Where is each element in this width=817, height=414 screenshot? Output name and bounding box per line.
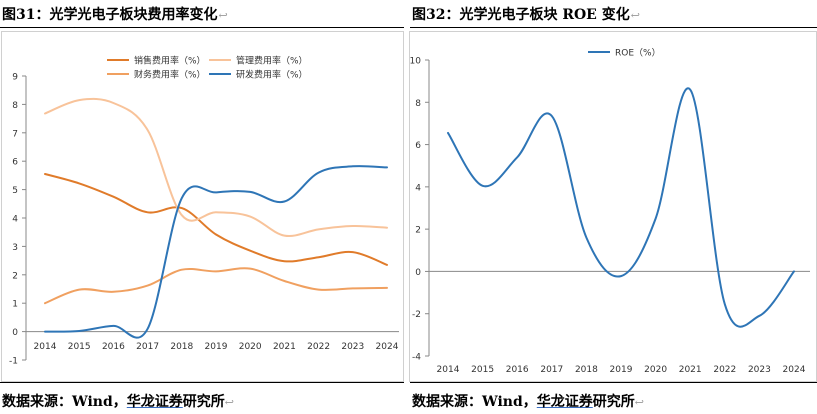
right-y-tick-label: 6 <box>415 141 421 151</box>
left-legend-label-1: 销售费用率（%） <box>134 55 206 67</box>
right-x-tick-label: 2023 <box>748 365 771 375</box>
left-legend-label-2: 管理费用率（%） <box>236 55 308 67</box>
source-note-left: 数据来源：Wind，华龙证券研究所↩ <box>2 394 234 410</box>
chart-panel-right: -4 -2 0 2 4 6 8 10 2014 2015 2016 2017 2018 2019 2020 2… <box>409 31 817 382</box>
right-x-tick-label: 2022 <box>713 365 736 375</box>
left-y-tick-label: 6 <box>12 158 18 168</box>
left-x-tick-label: 2017 <box>136 342 159 352</box>
title-rule-left <box>0 27 404 28</box>
right-x-tick-label: 2017 <box>540 365 563 375</box>
left-y-tick-label: 0 <box>12 328 18 338</box>
right-series-line-1 <box>447 87 795 328</box>
fee-rate-line-chart: -1 0 1 2 3 4 5 6 7 8 9 2014 2015 2016 2017 2018 2019 2020… <box>9 55 399 367</box>
right-y-tick-label: 4 <box>415 183 421 193</box>
bottom-rule-right <box>410 382 817 383</box>
left-y-tick-label: 7 <box>12 129 18 139</box>
right-y-tick-label: -2 <box>412 310 421 320</box>
left-x-tick-label: 2015 <box>68 342 91 352</box>
left-y-tick-label: 2 <box>12 271 18 281</box>
left-y-tick-label: 5 <box>12 186 18 196</box>
right-y-tick-label: 0 <box>415 268 421 278</box>
right-x-tick-label: 2021 <box>679 365 702 375</box>
left-y-tick-label: 1 <box>12 300 18 310</box>
right-y-tick-label: 2 <box>415 226 421 236</box>
left-x-tick-label: 2020 <box>239 342 262 352</box>
right-x-tick-label: 2019 <box>610 365 633 375</box>
left-x-tick-label: 2024 <box>376 342 399 352</box>
left-y-tick-label: 9 <box>12 73 18 83</box>
right-x-tick-label: 2016 <box>506 365 529 375</box>
chart-panel-left: -1 0 1 2 3 4 5 6 7 8 9 2014 2015 2016 2017 2018 2019 2020… <box>1 31 404 382</box>
left-series-line-3 <box>44 267 388 305</box>
source-note-right: 数据来源：Wind，华龙证券研究所↩ <box>412 394 644 410</box>
left-x-tick-label: 2023 <box>341 342 364 352</box>
left-x-tick-label: 2018 <box>170 342 193 352</box>
right-x-tick-label: 2014 <box>437 365 460 375</box>
left-x-tick-label: 2016 <box>102 342 125 352</box>
right-y-tick-label: 10 <box>410 57 421 67</box>
left-series-line-2 <box>44 97 388 238</box>
figure-32-title: 图32：光学光电子板块 ROE 变化↩ <box>412 7 640 23</box>
left-series-line-4 <box>44 165 388 339</box>
left-x-tick-label: 2021 <box>273 342 296 352</box>
left-x-tick-label: 2019 <box>205 342 228 352</box>
roe-line-chart: -4 -2 0 2 4 6 8 10 2014 2015 2016 2017 2018 2019 2020 2… <box>410 48 810 375</box>
right-x-tick-label: 2024 <box>783 365 806 375</box>
right-x-tick-label: 2015 <box>471 365 494 375</box>
left-y-tick-label: 8 <box>12 101 18 111</box>
bottom-rule-left <box>0 382 404 383</box>
right-x-tick-label: 2018 <box>575 365 598 375</box>
right-legend-label-1: ROE（%） <box>615 48 661 59</box>
left-y-tick-label: -1 <box>9 357 18 367</box>
left-series-line-1 <box>44 173 388 266</box>
right-y-tick-label: -4 <box>412 353 421 363</box>
title-rule-right <box>410 27 817 28</box>
figure-31-title: 图31：光学光电子板块费用率变化↩ <box>2 7 228 23</box>
right-y-tick-label: 8 <box>415 99 421 109</box>
left-y-tick-label: 3 <box>12 243 18 253</box>
right-x-tick-label: 2020 <box>644 365 667 375</box>
left-y-tick-label: 4 <box>12 215 18 225</box>
left-x-tick-label: 2022 <box>307 342 330 352</box>
left-legend-label-3: 财务费用率（%） <box>134 69 206 81</box>
left-x-tick-label: 2014 <box>34 342 57 352</box>
left-legend-label-4: 研发费用率（%） <box>236 69 308 81</box>
